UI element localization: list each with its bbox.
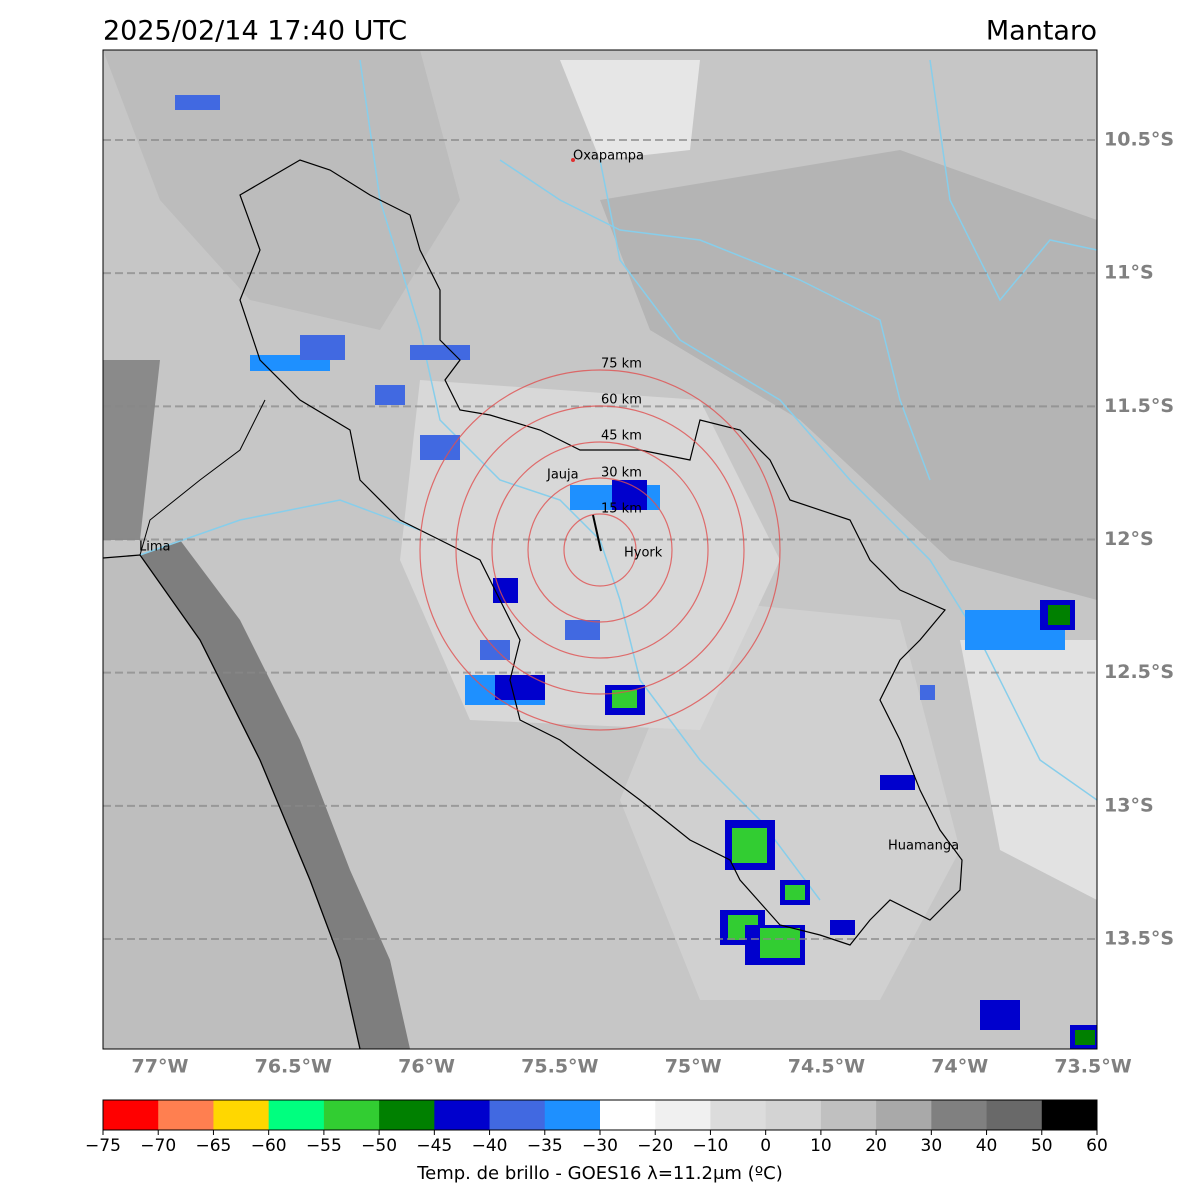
colorbar-segment: [544, 1100, 601, 1130]
colorbar-segment: [600, 1100, 656, 1130]
lon-label: 75.5°W: [521, 1056, 598, 1078]
colorbar-segment: [268, 1100, 325, 1130]
colorbar-segment: [710, 1100, 767, 1130]
colorbar-tick-label: −45: [416, 1136, 452, 1156]
cloud-patches: [175, 95, 1097, 1049]
ring-label: 15 km: [601, 502, 642, 517]
lon-label: 75°W: [665, 1056, 722, 1078]
colorbar-tick-label: −50: [361, 1136, 397, 1156]
lat-label: 11.5°S: [1104, 395, 1174, 417]
colorbar-tick-label: 40: [976, 1136, 998, 1156]
region-name: Mantaro: [986, 16, 1097, 47]
ring-label: 75 km: [601, 357, 642, 372]
colorbar-segment: [765, 1100, 822, 1130]
colorbar-tick-label: 50: [1031, 1136, 1053, 1156]
colorbar-segment: [489, 1100, 546, 1130]
colorbar-tick-label: −40: [472, 1136, 508, 1156]
city-label: Oxapampa: [573, 149, 644, 164]
city-label: Jauja: [546, 468, 579, 483]
colorbar-tick-label: 20: [865, 1136, 887, 1156]
city-label: Hyork: [624, 546, 663, 561]
colorbar-segment: [323, 1100, 380, 1130]
lon-label: 74.5°W: [788, 1056, 865, 1078]
lat-label: 12.5°S: [1104, 661, 1174, 683]
colorbar-tick-label: −55: [306, 1136, 342, 1156]
map: 15 km 30 km 45 km 60 km 75 km Oxapampa J…: [103, 50, 1097, 1049]
title: 2025/02/14 17:40 UTC: [103, 16, 407, 47]
colorbar-segment: [931, 1100, 988, 1130]
colorbar-segment: [876, 1100, 932, 1130]
colorbar-tick-label: 0: [760, 1136, 771, 1156]
lon-label: 74°W: [931, 1056, 988, 1078]
colorbar-label: Temp. de brillo - GOES16 λ=11.2μm (ºC): [416, 1163, 783, 1184]
colorbar-tick-label: −75: [85, 1136, 121, 1156]
colorbar-tick-label: 30: [921, 1136, 943, 1156]
colorbar-segment: [379, 1100, 435, 1130]
lon-label: 77°W: [132, 1056, 189, 1078]
colorbar-segment: [434, 1100, 491, 1130]
city-label: Lima: [139, 540, 170, 555]
lat-label: 12°S: [1104, 528, 1154, 550]
colorbar-tick-label: −65: [195, 1136, 231, 1156]
colorbar-segment: [158, 1100, 214, 1130]
colorbar-tick-label: 10: [810, 1136, 832, 1156]
city-label: Huamanga: [888, 839, 959, 854]
colorbar-tick-label: −20: [637, 1136, 673, 1156]
ring-label: 30 km: [601, 466, 642, 481]
colorbar-segment: [213, 1100, 270, 1130]
colorbar-segment: [820, 1100, 877, 1130]
colorbar-segment: [1041, 1100, 1098, 1130]
lon-label: 76°W: [398, 1056, 455, 1078]
colorbar-segment: [655, 1100, 711, 1130]
ring-label: 45 km: [601, 429, 642, 444]
lat-label: 13.5°S: [1104, 928, 1174, 950]
colorbar-tick-label: −30: [582, 1136, 618, 1156]
colorbar-tick-label: 60: [1086, 1136, 1108, 1156]
colorbar-tick-label: −70: [140, 1136, 176, 1156]
colorbar-segment: [986, 1100, 1043, 1130]
colorbar-tick-label: −10: [692, 1136, 728, 1156]
colorbar-segment: [103, 1100, 159, 1130]
lon-label: 73.5°W: [1054, 1056, 1131, 1078]
colorbar-tick-label: −35: [527, 1136, 563, 1156]
colorbar-tick-label: −60: [251, 1136, 287, 1156]
lat-label: 10.5°S: [1104, 129, 1174, 151]
lon-label: 76.5°W: [255, 1056, 332, 1078]
map-frame: [102, 49, 1098, 1050]
lat-label: 13°S: [1104, 794, 1154, 816]
lat-label: 11°S: [1104, 262, 1154, 284]
ring-label: 60 km: [601, 393, 642, 408]
